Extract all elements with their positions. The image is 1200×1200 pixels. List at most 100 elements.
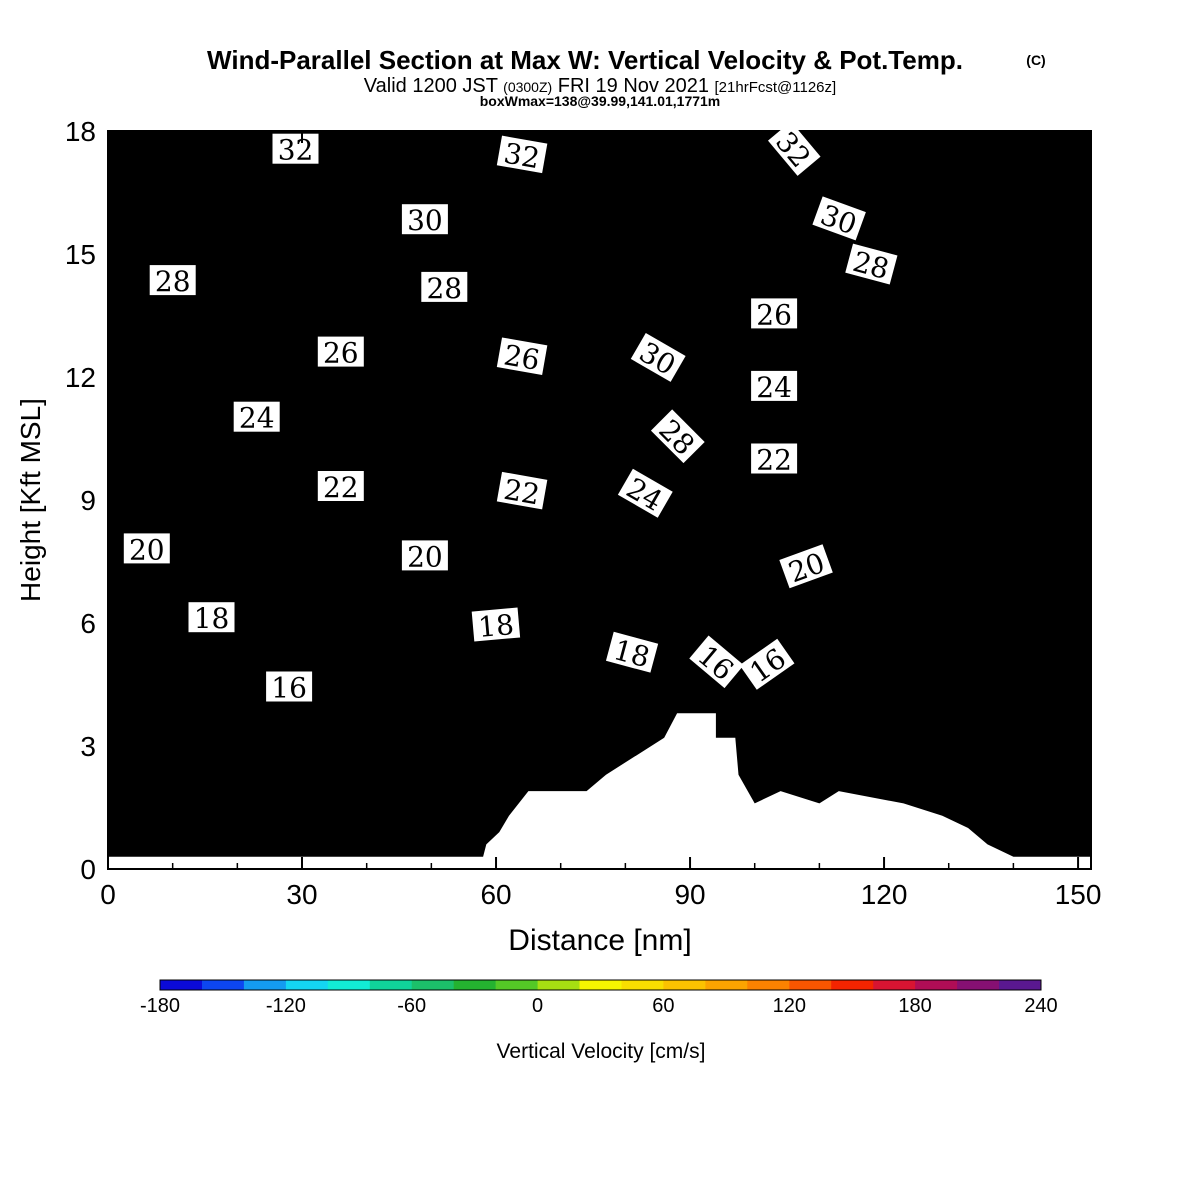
velocity-cell [230, 325, 238, 337]
velocity-cell [276, 571, 284, 583]
velocity-cell [282, 213, 290, 224]
velocity-cell [521, 325, 529, 337]
velocity-cell [127, 592, 135, 604]
velocity-cell [360, 541, 368, 552]
velocity-cell [237, 643, 245, 655]
velocity-cell [108, 336, 116, 347]
velocity-cell [521, 305, 529, 317]
velocity-cell [405, 746, 413, 757]
velocity-cell [379, 705, 387, 716]
velocity-cell [450, 817, 458, 829]
velocity-cell [179, 828, 187, 839]
velocity-cell [347, 254, 355, 265]
velocity-cell [418, 141, 426, 153]
velocity-cell [256, 746, 264, 757]
velocity-cell [444, 766, 452, 778]
velocity-cell [127, 756, 135, 768]
velocity-cell [534, 131, 542, 142]
velocity-cell [412, 366, 420, 378]
velocity-cell [282, 192, 290, 204]
velocity-cell [302, 459, 310, 470]
velocity-cell [534, 233, 542, 245]
velocity-cell [444, 684, 452, 696]
velocity-cell [437, 469, 445, 481]
velocity-cell [114, 828, 122, 839]
velocity-cell [483, 315, 491, 327]
velocity-cell [424, 756, 432, 768]
velocity-cell [237, 469, 245, 481]
velocity-cell [146, 694, 154, 706]
velocity-cell [192, 161, 200, 173]
velocity-cell [166, 356, 174, 368]
velocity-cell [140, 735, 148, 747]
velocity-cell [463, 746, 471, 757]
velocity-cell [172, 674, 180, 686]
velocity-cell [211, 366, 219, 378]
velocity-cell [250, 551, 258, 563]
velocity-cell [314, 397, 322, 409]
velocity-cell [205, 725, 213, 737]
velocity-cell [108, 254, 116, 265]
velocity-cell [172, 213, 180, 224]
velocity-cell [340, 848, 348, 860]
velocity-cell [502, 315, 510, 327]
velocity-cell [347, 828, 355, 839]
velocity-cell [327, 264, 335, 276]
velocity-cell [379, 336, 387, 347]
velocity-cell [120, 705, 128, 716]
velocity-cell [256, 653, 264, 665]
velocity-cell [243, 428, 251, 440]
velocity-cell [120, 571, 128, 583]
velocity-cell [282, 428, 290, 440]
velocity-cell [502, 766, 510, 778]
velocity-cell [140, 387, 148, 399]
velocity-cell [366, 530, 374, 542]
velocity-cell [192, 489, 200, 501]
velocity-cell [289, 284, 297, 296]
velocity-cell [347, 684, 355, 696]
velocity-cell [269, 602, 277, 614]
velocity-cell [476, 151, 484, 163]
velocity-cell [450, 633, 458, 645]
velocity-cell [314, 694, 322, 706]
velocity-cell [418, 807, 426, 819]
velocity-cell [133, 756, 141, 768]
velocity-cell [276, 746, 284, 757]
velocity-cell [457, 582, 465, 593]
velocity-cell [205, 674, 213, 686]
velocity-cell [314, 705, 322, 716]
velocity-cell [211, 510, 219, 522]
velocity-cell [470, 561, 478, 573]
velocity-cell [431, 325, 439, 337]
velocity-cell [450, 479, 458, 491]
velocity-cell [276, 284, 284, 296]
velocity-cell [269, 612, 277, 624]
velocity-cell [424, 325, 432, 337]
velocity-cell [386, 202, 394, 214]
velocity-cell [541, 756, 549, 768]
velocity-cell [476, 602, 484, 614]
velocity-cell [373, 489, 381, 501]
velocity-cell [528, 664, 536, 675]
velocity-cell [373, 551, 381, 563]
velocity-cell [269, 664, 277, 675]
velocity-cell [534, 735, 542, 747]
velocity-cell [418, 602, 426, 614]
velocity-cell [450, 653, 458, 665]
velocity-cell [198, 305, 206, 317]
velocity-cell [463, 592, 471, 604]
velocity-cell [179, 520, 187, 532]
velocity-cell [224, 397, 232, 409]
velocity-cell [198, 735, 206, 747]
velocity-cell [509, 776, 517, 788]
velocity-cell [217, 356, 225, 368]
velocity-cell [108, 161, 116, 173]
velocity-cell [133, 356, 141, 368]
velocity-cell [515, 530, 523, 542]
velocity-cell [424, 469, 432, 481]
velocity-cell [224, 192, 232, 204]
velocity-cell [198, 530, 206, 542]
velocity-cell [334, 377, 342, 388]
velocity-cell [496, 325, 504, 337]
velocity-cell [405, 530, 413, 542]
